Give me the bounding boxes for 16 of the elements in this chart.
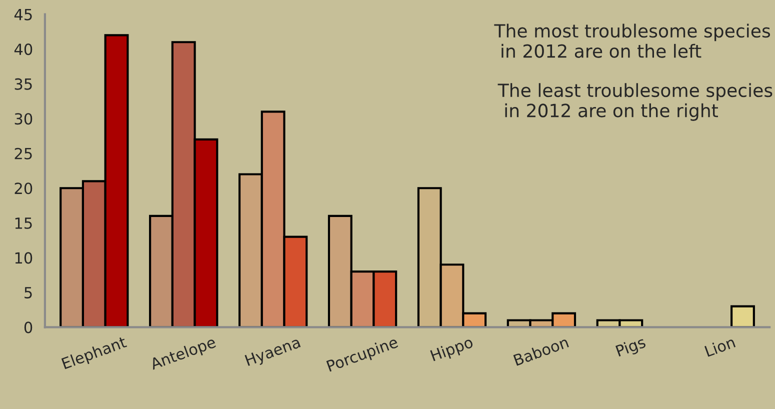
bar — [730, 305, 755, 328]
annotation: The least troublesome species in 2012 are on the right — [498, 83, 772, 121]
y-tick-label: 0 — [24, 322, 32, 334]
y-tick-label: 25 — [14, 148, 32, 160]
y-tick-label: 35 — [14, 78, 32, 90]
y-tick-label: 5 — [24, 287, 32, 298]
y-tick-label: 45 — [14, 8, 32, 20]
y-tick-label: 30 — [14, 113, 32, 125]
y-tick-label: 20 — [14, 182, 32, 194]
x-tick-label: Lion — [704, 336, 736, 358]
y-tick-label: 10 — [15, 252, 32, 264]
y-tick-label: 15 — [15, 218, 32, 229]
y-tick-label: 40 — [14, 44, 32, 56]
annotation: The most troublesome species in 2012 are on the left — [494, 24, 770, 58]
x-tick-label: Pigs — [615, 336, 648, 360]
x-tick-label: Hippo — [430, 336, 475, 364]
